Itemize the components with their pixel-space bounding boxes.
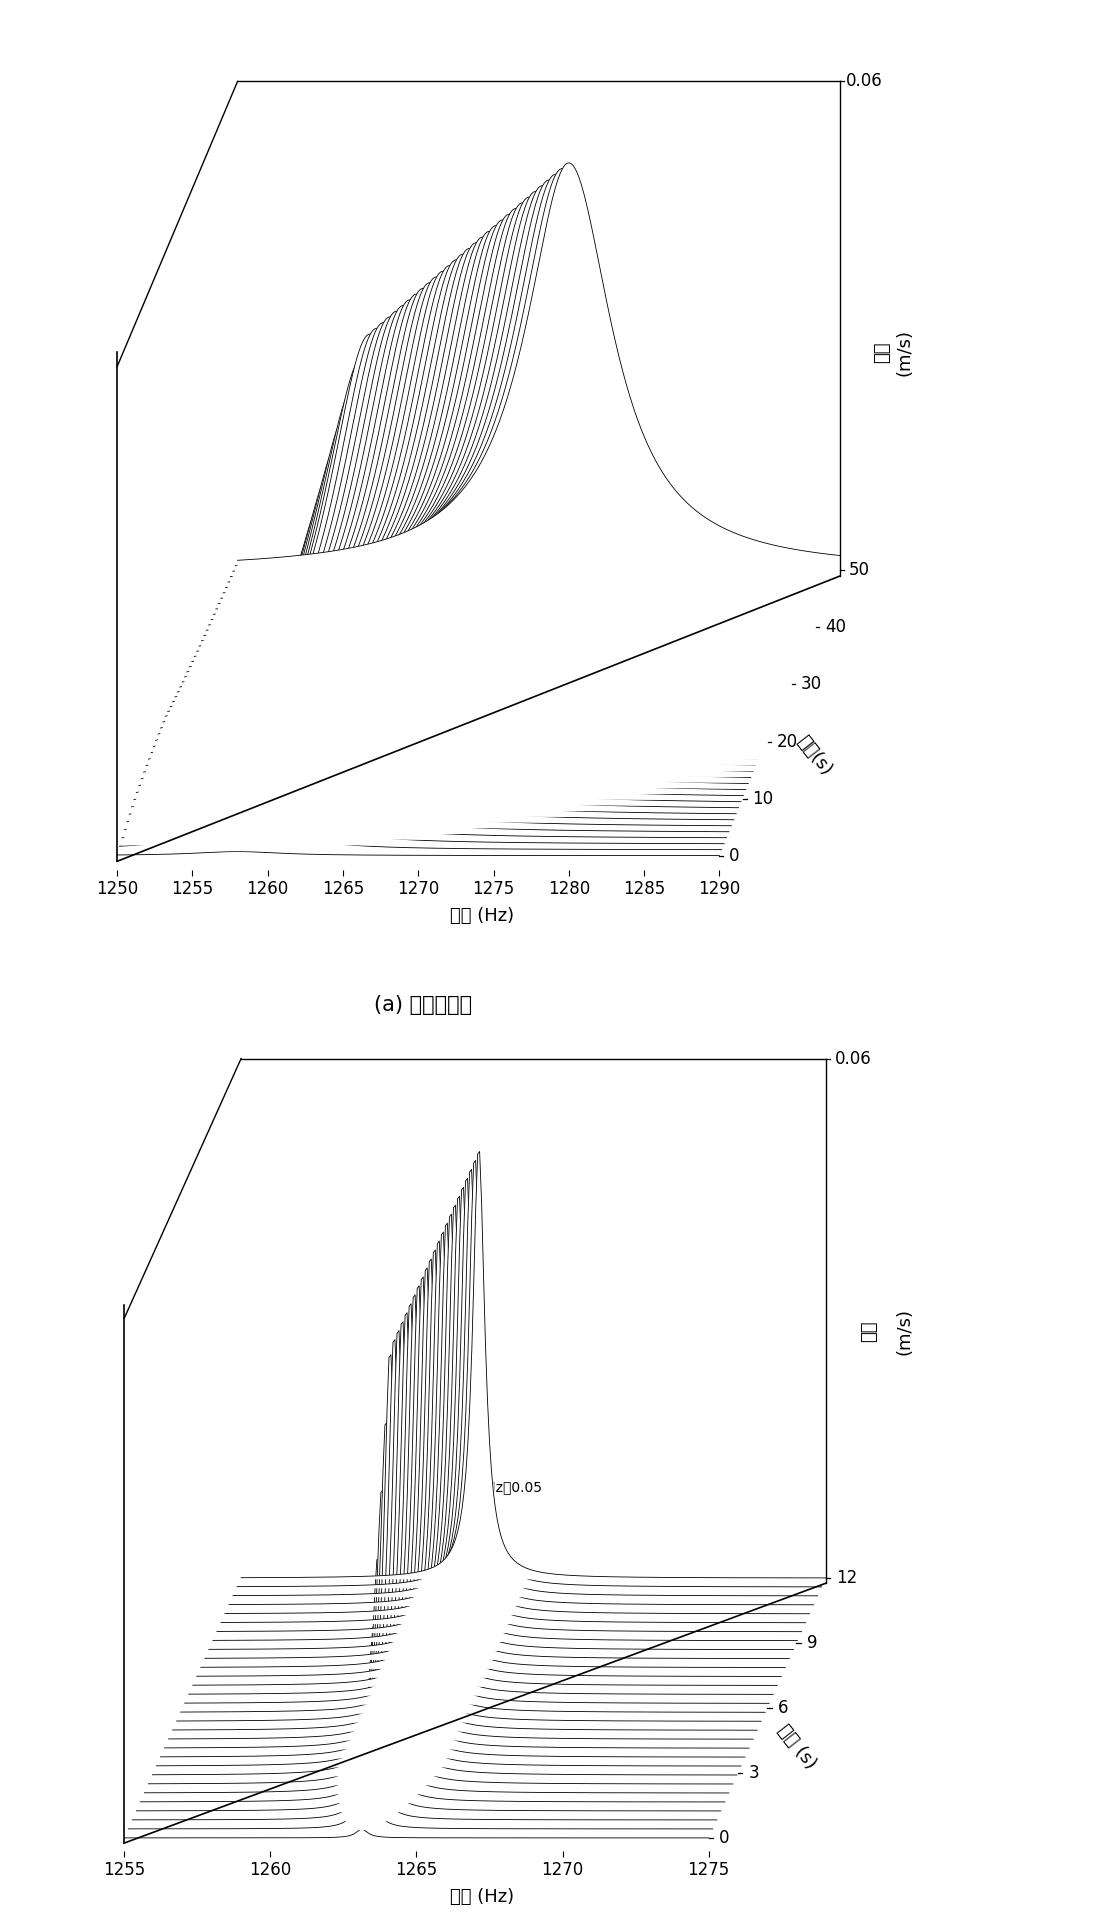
Text: 1263.13Hz，0.05: 1263.13Hz，0.05 [429,1481,543,1494]
Text: 0: 0 [719,1830,730,1847]
Text: 0.06: 0.06 [846,73,882,91]
Text: 12: 12 [836,1569,857,1587]
Text: 1263.13Hz，0.05: 1263.13Hz，0.05 [385,330,499,343]
Text: 6: 6 [777,1699,788,1718]
X-axis label: 频率 (Hz): 频率 (Hz) [450,1888,514,1905]
Text: 30: 30 [801,675,822,694]
Text: 0.06: 0.06 [834,1049,871,1068]
Text: 0: 0 [729,846,739,864]
Text: 时间 (s): 时间 (s) [774,1722,819,1772]
X-axis label: 频率 (Hz): 频率 (Hz) [450,906,514,925]
Text: 9: 9 [807,1635,818,1652]
Text: 50: 50 [849,561,870,580]
Text: 3: 3 [749,1764,758,1781]
Text: (m/s): (m/s) [895,330,914,376]
Text: 40: 40 [825,619,846,636]
Text: (m/s): (m/s) [895,1307,914,1355]
Text: 振幅: 振幅 [874,341,891,362]
Text: 10: 10 [753,790,774,808]
Text: 时间(s): 时间(s) [794,733,835,779]
Text: 振幅: 振幅 [860,1321,879,1342]
Text: (a) 扫频瀑布图: (a) 扫频瀑布图 [374,995,471,1014]
Text: 20: 20 [777,733,798,750]
